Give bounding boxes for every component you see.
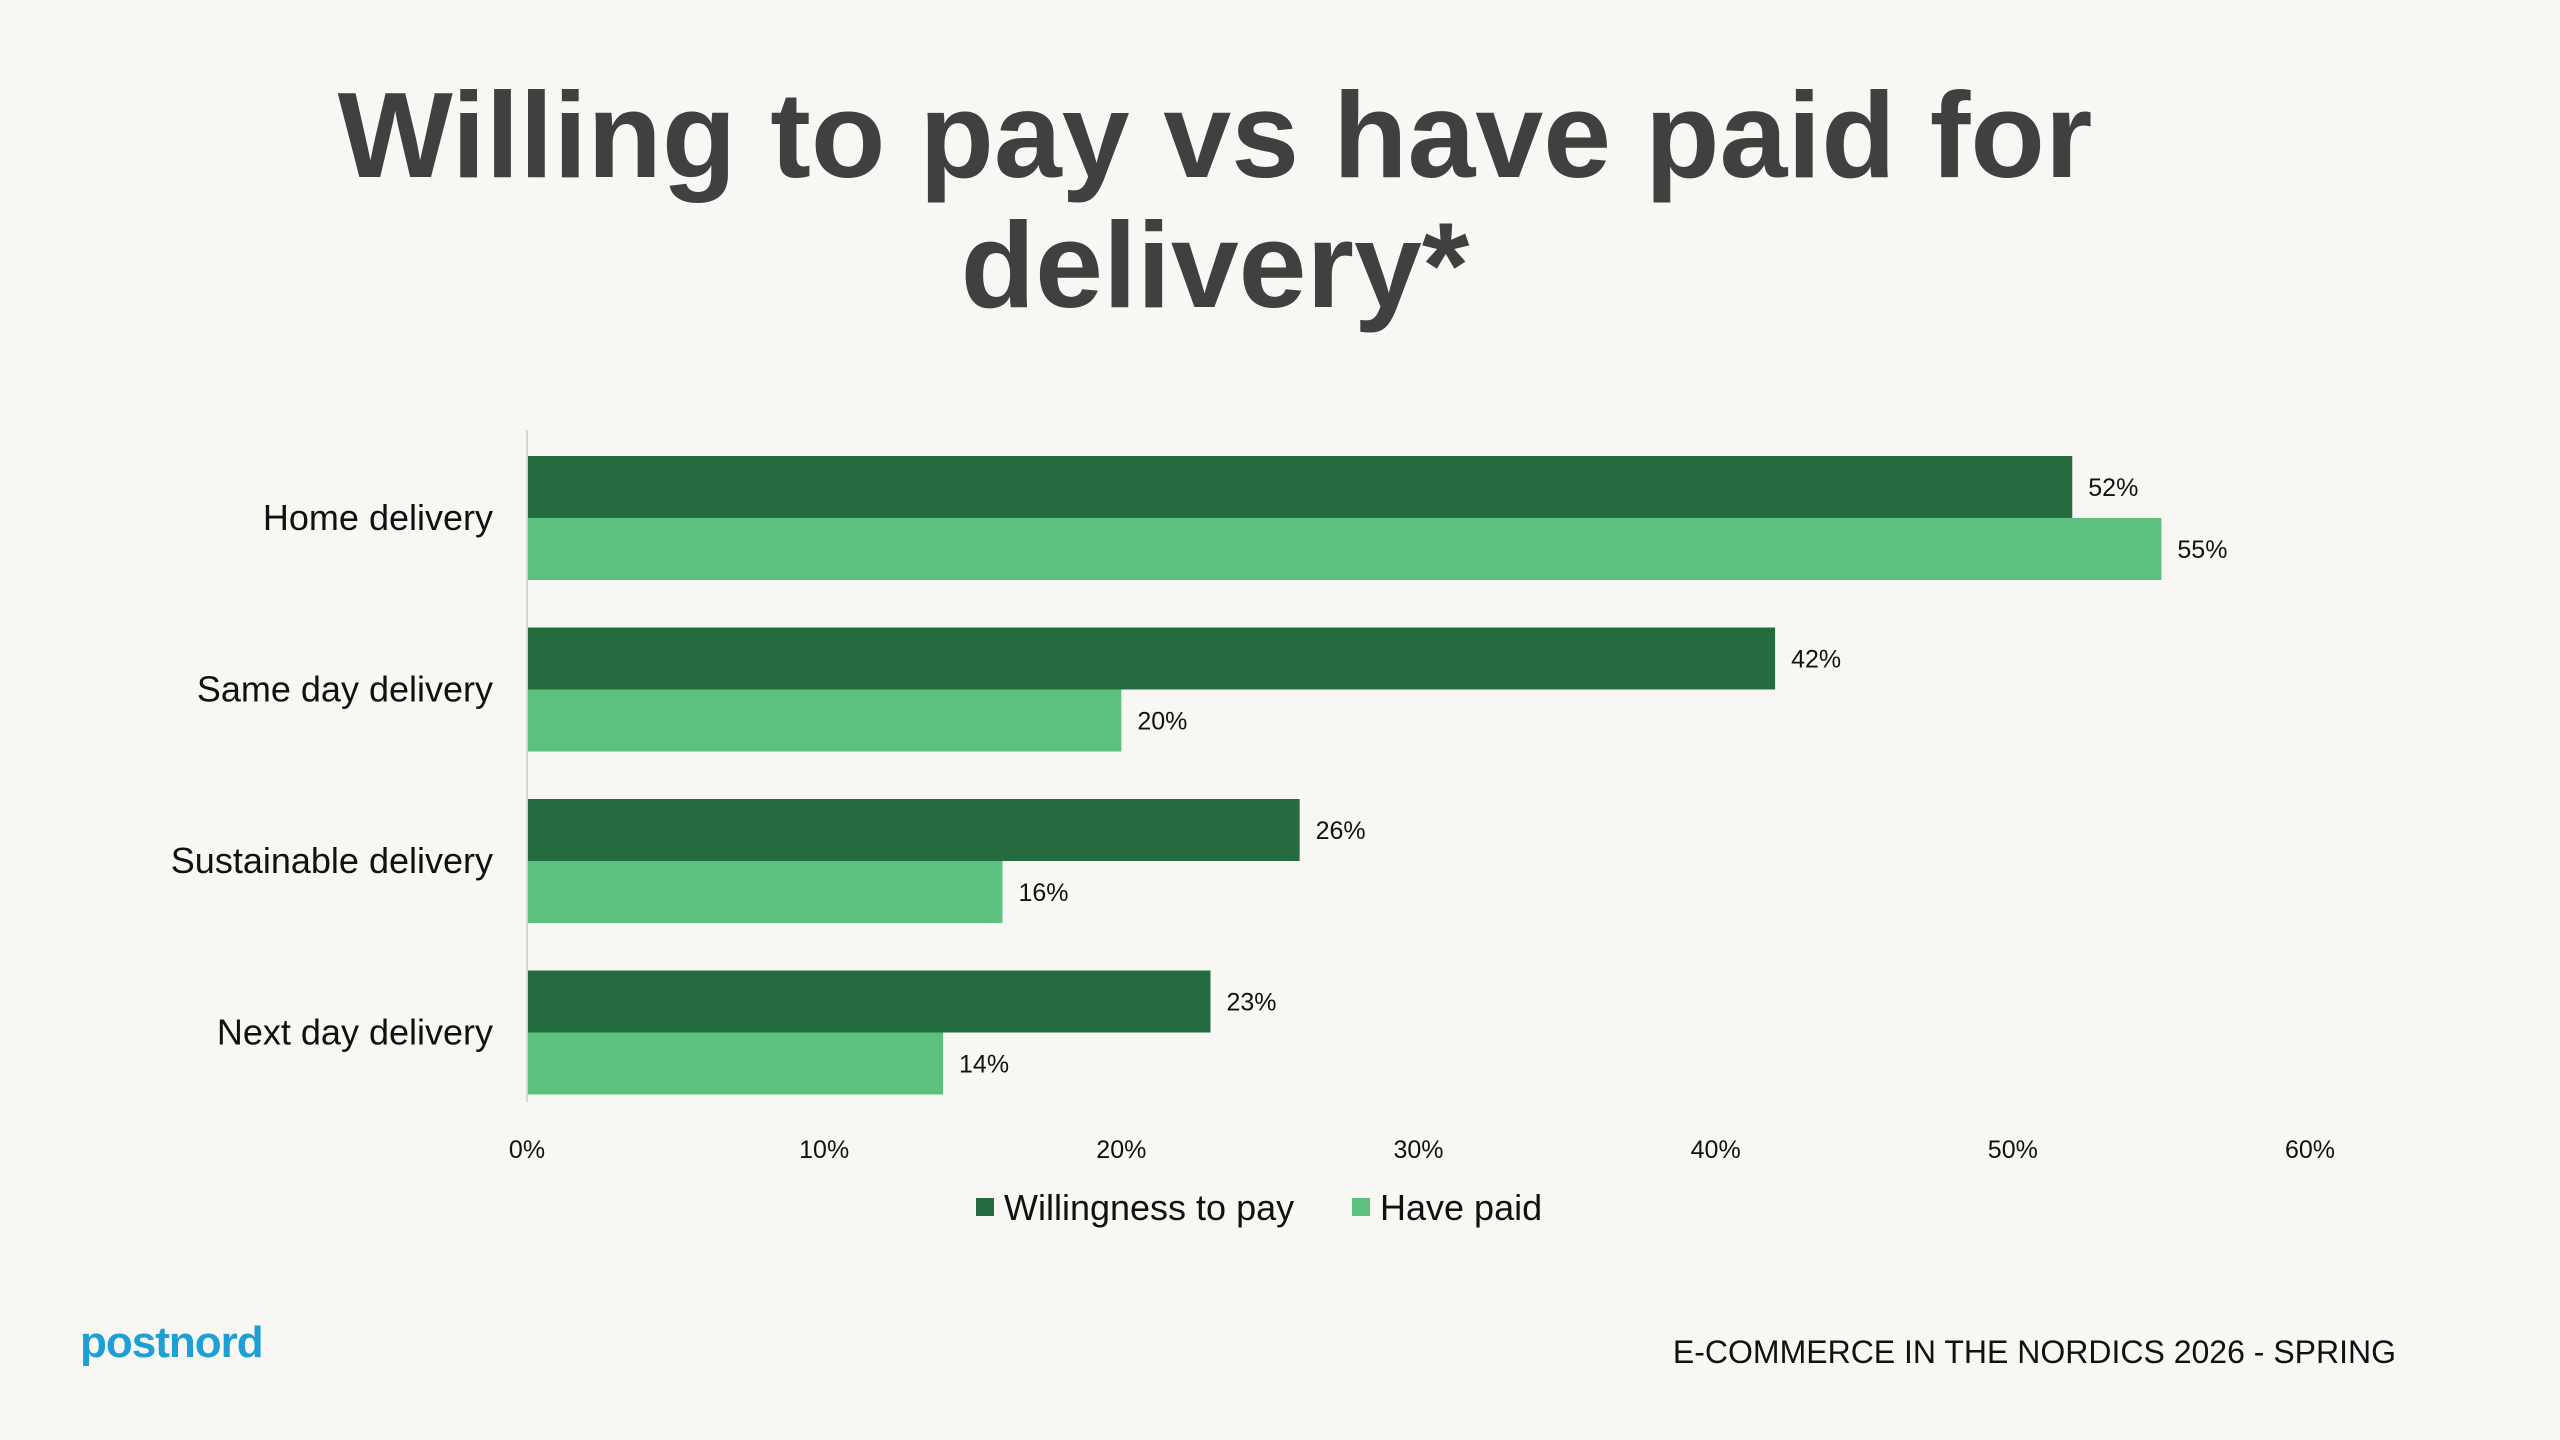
category-label: Home delivery	[263, 497, 493, 538]
bar-willingness-4	[527, 970, 1211, 1033]
bar-have-paid-1	[527, 518, 2162, 580]
bar-have-paid-4	[527, 1032, 944, 1095]
category-labels-layer: Home delivery Same day delivery Sustainabl…	[171, 497, 493, 1053]
legend: Willingness to pay Have paid	[976, 1187, 1542, 1228]
chart-title: Willing to pay vs have paid for delivery…	[337, 67, 2093, 333]
postnord-logo: postnord	[80, 1318, 264, 1367]
x-tick-label: 10%	[799, 1136, 849, 1164]
value-label: 26%	[1316, 817, 1366, 845]
bar-have-paid-3	[527, 861, 1003, 923]
value-label: 23%	[1226, 989, 1276, 1017]
x-tick-label: 40%	[1691, 1136, 1741, 1164]
category-label: Same day delivery	[197, 669, 493, 710]
value-label: 55%	[2177, 536, 2227, 564]
legend-swatch-have-paid	[1352, 1198, 1370, 1216]
category-label: Next day delivery	[217, 1012, 493, 1053]
x-tick-label: 0%	[509, 1136, 545, 1164]
legend-label: Willingness to pay	[1004, 1187, 1294, 1228]
category-label: Sustainable delivery	[171, 840, 493, 881]
bars-layer	[527, 456, 2162, 1095]
x-tick-label: 50%	[1988, 1136, 2038, 1164]
legend-swatch-willingness	[976, 1198, 994, 1216]
bar-chart: 52% 55% 42% 20% 26% 16% 23% 14% Home delivery Sa…	[171, 430, 2335, 1228]
x-tick-label: 30%	[1393, 1136, 1443, 1164]
x-axis-ticks: 0% 10% 20% 30% 40% 50% 60%	[509, 1136, 2335, 1164]
bar-willingness-1	[527, 456, 2073, 518]
legend-label: Have paid	[1380, 1187, 1542, 1228]
x-tick-label: 60%	[2285, 1136, 2335, 1164]
bar-have-paid-2	[527, 689, 1122, 752]
value-label: 52%	[2088, 474, 2138, 502]
footer-source-text: E-COMMERCE IN THE NORDICS 2026 - SPRING	[1672, 1334, 2396, 1370]
bar-willingness-2	[527, 627, 1776, 690]
value-labels-layer: 52% 55% 42% 20% 26% 16% 23% 14%	[959, 474, 2227, 1079]
value-label: 16%	[1018, 879, 1068, 907]
x-tick-label: 20%	[1096, 1136, 1146, 1164]
bar-willingness-3	[527, 799, 1300, 861]
value-label: 20%	[1137, 708, 1187, 736]
value-label: 42%	[1791, 646, 1841, 674]
value-label: 14%	[959, 1051, 1009, 1079]
